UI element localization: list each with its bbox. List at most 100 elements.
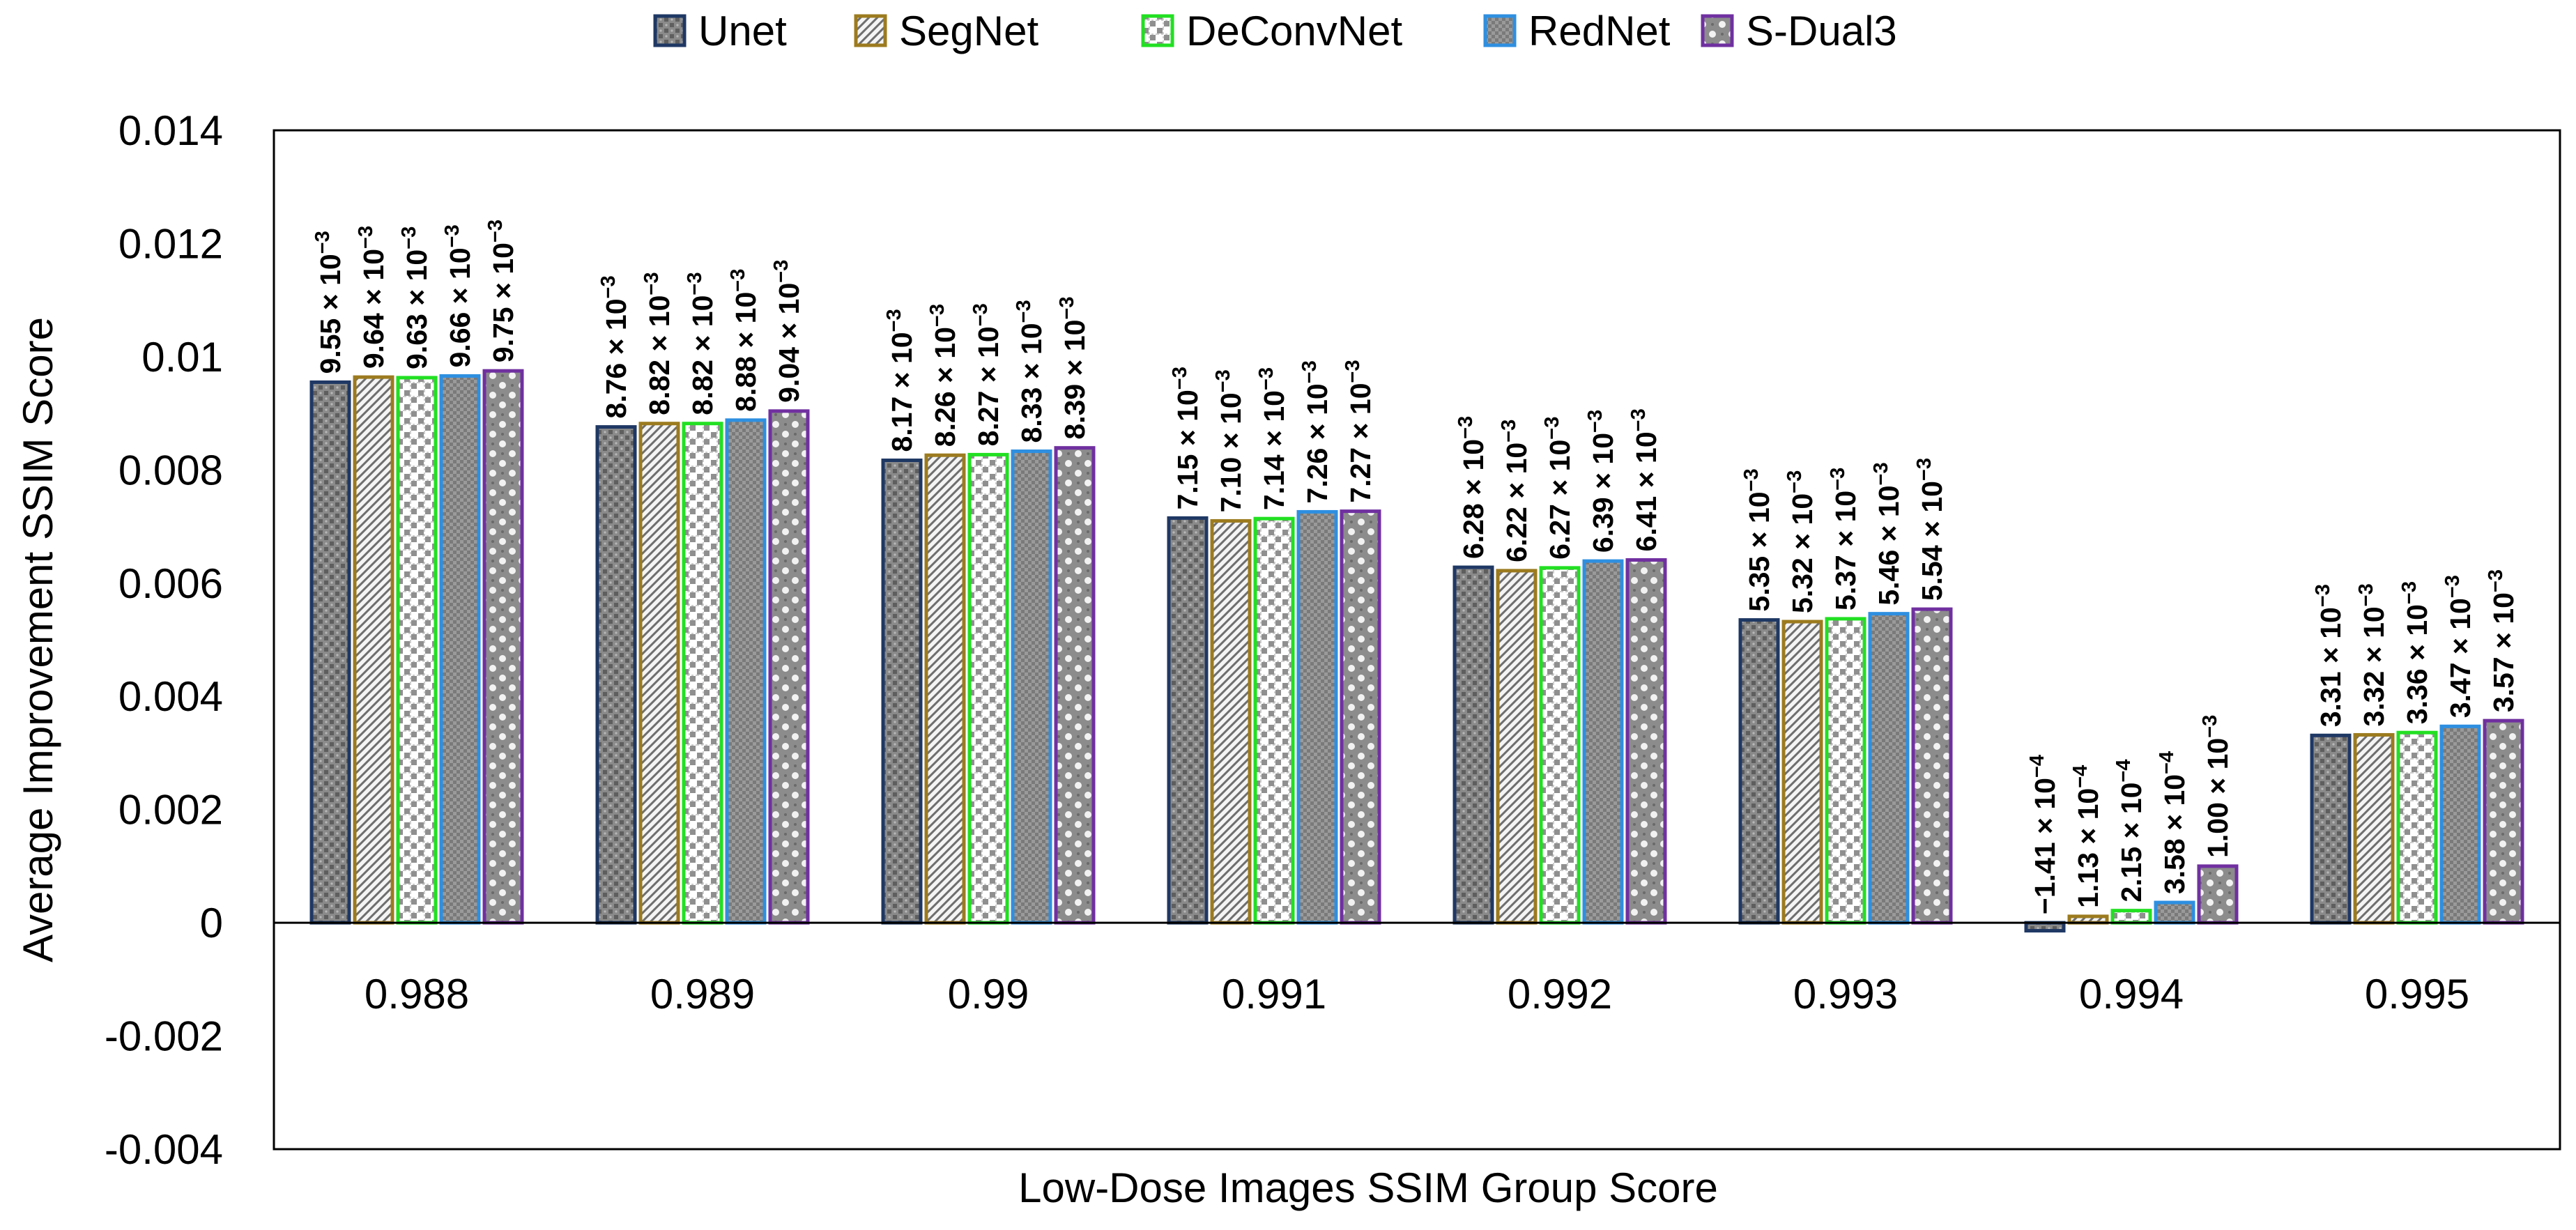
- bar-segnet-0-991: [1210, 518, 1252, 925]
- data-label-rednet-0-995: 3.47 × 10−3: [2441, 575, 2476, 718]
- bar-deconvnet-0-994: [2110, 909, 2152, 925]
- bar-unet-0-991: [1167, 516, 1209, 925]
- data-label-segnet-0-99: 8.26 × 10−3: [926, 304, 961, 447]
- x-tick-label-0-993: 0.993: [1793, 971, 1898, 1017]
- data-label-unet-0-995: 3.31 × 10−3: [2312, 584, 2347, 727]
- data-label-segnet-0-992: 6.22 × 10−3: [1498, 420, 1533, 562]
- legend-swatch-unet: [653, 14, 687, 47]
- y-tick-label: 0.014: [118, 107, 223, 154]
- data-label-segnet-0-995: 3.32 × 10−3: [2355, 583, 2390, 726]
- bar-deconvnet-0-988: [396, 376, 438, 925]
- legend-swatch-deconvnet: [1141, 14, 1174, 47]
- y-tick-label: 0.002: [118, 787, 223, 833]
- data-label-deconvnet-0-992: 6.27 × 10−3: [1541, 417, 1576, 560]
- data-label-unet-0-994: −1.41 × 10−4: [2026, 755, 2061, 914]
- bar-s-dual3-0-994: [2197, 864, 2239, 925]
- data-label-rednet-0-99: 8.33 × 10−3: [1013, 300, 1048, 443]
- bar-rednet-0-993: [1868, 612, 1910, 925]
- data-label-unet-0-988: 9.55 × 10−3: [312, 231, 346, 374]
- data-label-segnet-0-988: 9.64 × 10−3: [355, 226, 390, 369]
- data-label-s-dual3-0-993: 5.54 × 10−3: [1913, 458, 1948, 601]
- bar-segnet-0-992: [1496, 569, 1538, 925]
- bar-series-group: [309, 369, 2524, 933]
- bar-deconvnet-0-993: [1825, 617, 1866, 925]
- bar-s-dual3-0-995: [2483, 718, 2524, 925]
- data-label-s-dual3-0-995: 3.57 × 10−3: [2485, 569, 2520, 712]
- data-label-group: 9.55 × 10−3 9.64 × 10−39.63 × 10−39.66 × …: [312, 220, 2520, 914]
- bar-unet-0-994: [2024, 921, 2066, 933]
- bar-deconvnet-0-989: [682, 422, 723, 925]
- bar-s-dual3-0-991: [1340, 509, 1381, 925]
- bar-rednet-0-99: [1011, 449, 1052, 925]
- y-tick-label: 0.01: [141, 334, 223, 380]
- y-tick-label: -0.002: [105, 1013, 223, 1060]
- bar-rednet-0-989: [725, 418, 767, 925]
- bar-unet-0-989: [595, 425, 637, 925]
- bar-rednet-0-988: [439, 374, 481, 925]
- bar-rednet-0-992: [1582, 559, 1624, 925]
- bar-rednet-0-995: [2439, 724, 2481, 925]
- bar-rednet-0-991: [1296, 509, 1338, 925]
- data-label-rednet-0-991: 7.26 × 10−3: [1298, 360, 1333, 503]
- bar-s-dual3-0-988: [482, 369, 524, 925]
- bar-segnet-0-988: [353, 375, 394, 925]
- bar-s-dual3-0-993: [1911, 607, 1953, 925]
- data-label-deconvnet-0-989: 8.82 × 10−3: [684, 272, 719, 415]
- legend-swatch-segnet: [854, 14, 887, 47]
- legend-label-rednet: RedNet: [1528, 8, 1671, 54]
- legend-label-s-dual3: S-Dual3: [1746, 8, 1897, 54]
- bar-unet-0-993: [1738, 618, 1780, 925]
- data-label-deconvnet-0-988: 9.63 × 10−3: [398, 226, 433, 369]
- data-label-rednet-0-989: 8.88 × 10−3: [727, 269, 762, 412]
- data-label-deconvnet-0-993: 5.37 × 10−3: [1827, 468, 1862, 610]
- x-tick-label-0-995: 0.995: [2365, 971, 2469, 1017]
- x-tick-label-0-994: 0.994: [2079, 971, 2184, 1017]
- data-label-unet-0-99: 8.17 × 10−3: [883, 309, 918, 452]
- data-label-deconvnet-0-995: 3.36 × 10−3: [2398, 581, 2433, 724]
- x-tick-label-0-99: 0.99: [948, 971, 1029, 1017]
- bar-segnet-0-993: [1781, 620, 1823, 925]
- data-label-unet-0-992: 6.28 × 10−3: [1455, 416, 1489, 559]
- data-label-unet-0-989: 8.76 × 10−3: [597, 275, 632, 418]
- bar-rednet-0-994: [2154, 900, 2195, 925]
- y-tick-label: 0.012: [118, 220, 223, 267]
- legend-swatch-rednet: [1483, 14, 1517, 47]
- y-tick-label: 0: [200, 900, 223, 946]
- x-tick-label-0-991: 0.991: [1222, 971, 1326, 1017]
- data-label-s-dual3-0-989: 9.04 × 10−3: [770, 260, 805, 403]
- bar-unet-0-99: [881, 459, 923, 925]
- data-label-segnet-0-989: 8.82 × 10−3: [641, 272, 675, 415]
- data-label-unet-0-991: 7.15 × 10−3: [1169, 367, 1204, 509]
- y-tick-label: 0.008: [118, 447, 223, 493]
- legend-label-deconvnet: DeConvNet: [1186, 8, 1402, 54]
- data-label-s-dual3-0-991: 7.27 × 10−3: [1342, 360, 1377, 502]
- bar-segnet-0-989: [638, 422, 680, 925]
- bar-s-dual3-0-99: [1054, 446, 1096, 925]
- data-label-s-dual3-0-994: 1.00 × 10−3: [2199, 715, 2234, 858]
- bar-deconvnet-0-995: [2396, 730, 2438, 925]
- legend-label-segnet: SegNet: [899, 8, 1038, 54]
- data-label-deconvnet-0-994: 2.15 × 10−4: [2113, 759, 2147, 902]
- data-label-segnet-0-994: 1.13 × 10−4: [2069, 765, 2104, 908]
- legend-label-unet: Unet: [698, 8, 787, 54]
- data-label-rednet-0-993: 5.46 × 10−3: [1870, 462, 1905, 605]
- bar-deconvnet-0-991: [1253, 516, 1295, 925]
- data-label-rednet-0-994: 3.58 × 10−4: [2156, 751, 2191, 894]
- data-label-deconvnet-0-991: 7.14 × 10−3: [1255, 367, 1290, 510]
- y-tick-label: 0.004: [118, 673, 223, 720]
- x-tick-label-0-989: 0.989: [650, 971, 755, 1017]
- bar-s-dual3-0-992: [1625, 558, 1667, 925]
- y-axis: -0.004 -0.002 0 0.002 0.004 0.006 0.008 0.01 0.0…: [105, 107, 223, 1173]
- data-label-segnet-0-991: 7.10 × 10−3: [1212, 369, 1247, 512]
- y-tick-label: -0.004: [105, 1126, 223, 1173]
- bar-segnet-0-99: [924, 453, 966, 925]
- data-label-unet-0-993: 5.35 × 10−3: [1740, 468, 1775, 611]
- data-label-segnet-0-993: 5.32 × 10−3: [1784, 470, 1818, 613]
- y-axis-title: Average Improvement SSIM Score: [15, 317, 61, 962]
- bar-deconvnet-0-99: [967, 452, 1009, 925]
- legend-swatch-s-dual3: [1701, 14, 1734, 47]
- bar-unet-0-992: [1452, 565, 1494, 925]
- bar-deconvnet-0-992: [1539, 566, 1581, 925]
- legend: Unet SegNet DeConvNet RedNet S-Dual3: [653, 8, 1897, 54]
